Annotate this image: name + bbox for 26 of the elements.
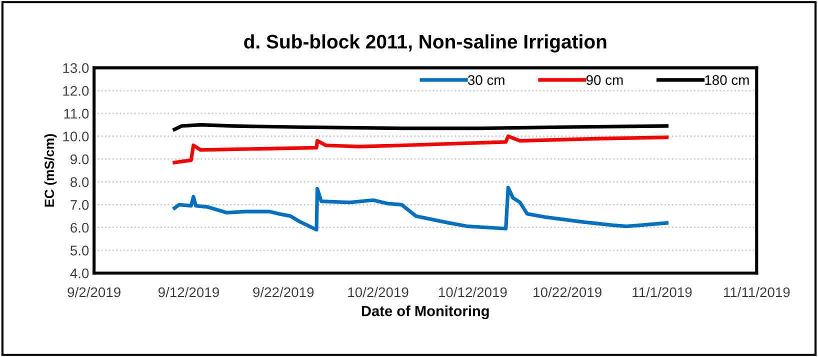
y-tick-label: 11.0	[64, 108, 89, 119]
x-tick-label: 9/22/2019	[253, 286, 314, 298]
x-tick-label: 10/12/2019	[438, 286, 507, 298]
x-tick-label: 11/1/2019	[632, 286, 692, 298]
y-axis-title: EC (mS/cm)	[44, 134, 57, 207]
y-tick-label: 6.0	[70, 222, 89, 233]
legend-label: 180 cm	[705, 75, 749, 85]
y-tick-label: 12.0	[63, 86, 89, 96]
x-tick-label: 9/12/2019	[158, 286, 219, 298]
x-tick-label: 11/11/2019	[724, 286, 790, 298]
x-tick-label: 10/22/2019	[534, 286, 602, 298]
y-tick-label: 8.0	[70, 177, 89, 188]
y-tick-label: 13.0	[63, 63, 89, 73]
y-tick-label: 9.0	[70, 154, 89, 164]
chart-title: d. Sub-block 2011, Non-saline Irrigation	[244, 34, 606, 53]
y-tick-label: 7.0	[70, 200, 89, 210]
legend-label: 90 cm	[586, 75, 623, 85]
legend-label: 30 cm	[468, 75, 504, 85]
y-tick-label: 4.0	[70, 268, 89, 278]
y-tick-label: 5.0	[70, 246, 89, 256]
x-axis-title: Date of Monitoring	[362, 305, 489, 320]
line-series	[172, 186, 669, 232]
x-tick-label: 10/2/2019	[348, 286, 408, 298]
line-series	[172, 134, 669, 164]
x-tick-label: 9/2/2019	[68, 286, 120, 298]
y-tick-label: 10.0	[63, 132, 89, 142]
